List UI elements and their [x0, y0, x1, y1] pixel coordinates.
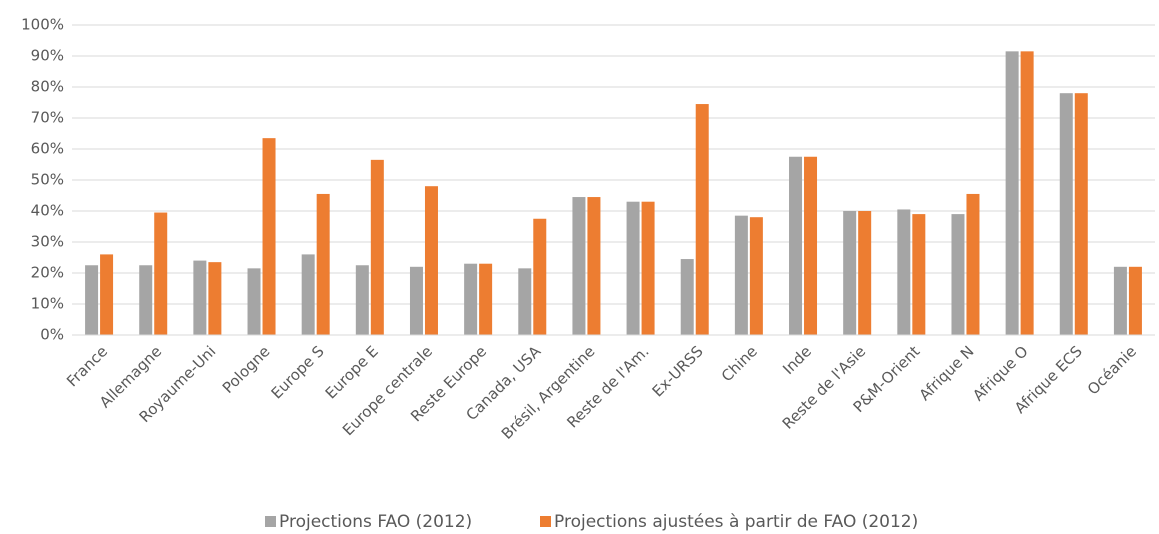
bar — [951, 214, 965, 335]
bar — [139, 265, 153, 335]
bar — [247, 268, 261, 335]
y-tick-label: 100% — [21, 16, 64, 34]
x-tick-label: Inde — [779, 342, 815, 378]
bar — [587, 197, 601, 335]
bar — [626, 201, 640, 335]
y-tick-label: 60% — [31, 140, 64, 158]
y-tick-label: 0% — [40, 326, 64, 344]
bar — [789, 156, 803, 335]
legend-swatch — [540, 516, 551, 527]
y-tick-label: 20% — [31, 264, 64, 282]
bar — [1074, 93, 1088, 335]
bar — [262, 138, 276, 335]
x-tick-label: Brésil, Argentine — [498, 342, 599, 443]
x-tick-label: Pologne — [219, 342, 274, 397]
x-tick-label: Chine — [718, 342, 761, 385]
x-tick-label: France — [63, 342, 111, 390]
bar — [370, 159, 384, 335]
bar — [355, 265, 369, 335]
y-tick-label: 50% — [31, 171, 64, 189]
bar — [154, 212, 168, 335]
bar — [966, 193, 980, 335]
bar — [1005, 51, 1019, 335]
bar — [301, 254, 315, 335]
bar — [100, 254, 114, 335]
bar — [1113, 266, 1127, 335]
y-tick-label: 80% — [31, 78, 64, 96]
bar — [409, 266, 423, 335]
bar — [1059, 93, 1073, 335]
bar — [193, 260, 207, 335]
x-tick-label: Europe S — [268, 342, 328, 402]
legend-swatch — [265, 516, 276, 527]
bar — [208, 262, 222, 335]
bar — [572, 197, 586, 335]
bar — [734, 215, 748, 335]
x-tick-label: Ex-URSS — [649, 342, 707, 400]
bar — [843, 211, 857, 335]
bar — [533, 218, 547, 335]
y-tick-label: 10% — [31, 295, 64, 313]
legend-label: Projections FAO (2012) — [279, 512, 472, 532]
bar — [464, 263, 478, 335]
bar — [518, 268, 532, 335]
bar — [804, 156, 818, 335]
bar — [1128, 266, 1142, 335]
x-tick-label: Océanie — [1084, 342, 1140, 398]
bar — [695, 104, 709, 335]
bar — [479, 263, 493, 335]
y-tick-label: 40% — [31, 202, 64, 220]
bar — [641, 201, 655, 335]
y-tick-label: 30% — [31, 233, 64, 251]
y-tick-label: 90% — [31, 47, 64, 65]
bar — [316, 193, 330, 335]
bar — [424, 186, 438, 335]
x-tick-label: Afrique N — [916, 342, 978, 404]
bar — [749, 217, 763, 335]
bar — [912, 214, 926, 335]
legend-label: Projections ajustées à partir de FAO (20… — [554, 512, 918, 532]
bar — [85, 265, 99, 335]
bar — [858, 211, 872, 335]
bar — [1020, 51, 1034, 335]
bar — [680, 259, 694, 335]
bar — [897, 209, 911, 335]
y-tick-label: 70% — [31, 109, 64, 127]
